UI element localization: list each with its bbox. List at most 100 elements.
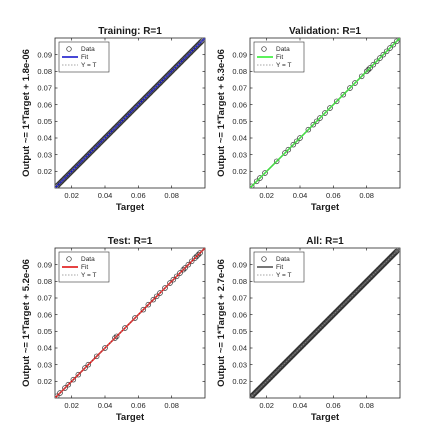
data-point <box>172 65 178 71</box>
data-point <box>80 157 86 163</box>
data-point <box>115 121 122 128</box>
data-point <box>156 80 163 87</box>
legend-label-identity: Y = T <box>276 62 292 69</box>
data-point <box>347 85 353 91</box>
y-tick-label: 0.04 <box>37 134 52 143</box>
identity-line <box>250 38 400 188</box>
y-tick-label: 0.09 <box>232 260 247 269</box>
data-point <box>56 180 63 187</box>
y-tick-label: 0.02 <box>37 377 52 386</box>
data-point <box>153 84 159 90</box>
data-point <box>125 112 131 118</box>
data-point <box>171 65 178 72</box>
data-point <box>65 381 72 388</box>
data-point <box>77 159 84 166</box>
data-point <box>81 156 87 162</box>
data-point <box>192 44 199 51</box>
data-point <box>103 134 109 140</box>
data-point <box>196 41 202 47</box>
data-point <box>177 60 183 66</box>
data-point <box>55 182 61 188</box>
data-point <box>177 59 184 66</box>
data-point <box>102 135 108 141</box>
data-point <box>101 136 107 142</box>
data-point <box>150 296 157 303</box>
data-point <box>73 163 80 170</box>
data-point <box>127 109 134 116</box>
data-point <box>163 74 169 80</box>
legend-data-marker <box>261 46 267 52</box>
y-tick-label: 0.02 <box>232 167 247 176</box>
legend-data-marker <box>66 256 72 262</box>
data-point <box>182 265 188 271</box>
data-point <box>107 129 114 136</box>
legend-label-data: Data <box>81 256 95 263</box>
data-point <box>182 54 189 61</box>
data-point <box>273 158 280 165</box>
data-point <box>179 57 186 64</box>
x-axis-label: Target <box>116 412 145 423</box>
data-point <box>146 91 152 97</box>
data-point <box>363 68 370 75</box>
y-tick-label: 0.03 <box>37 150 52 159</box>
x-tick-label: 0.04 <box>293 401 308 410</box>
y-tick-label: 0.07 <box>232 294 247 303</box>
y-tick-label: 0.08 <box>37 277 52 286</box>
data-point <box>290 141 297 148</box>
data-point <box>145 92 151 98</box>
y-tick-label: 0.05 <box>232 327 247 336</box>
data-point <box>55 181 62 188</box>
y-tick-label: 0.05 <box>37 117 52 126</box>
data-point <box>82 365 88 371</box>
data-point <box>73 164 79 170</box>
data-point <box>100 137 106 143</box>
y-tick-label: 0.09 <box>37 50 52 59</box>
data-point <box>140 306 147 313</box>
data-point <box>153 293 160 300</box>
data-point <box>387 45 393 51</box>
data-point <box>70 376 77 383</box>
data-point <box>188 48 195 55</box>
data-point <box>62 385 68 391</box>
data-point <box>116 120 123 127</box>
data-point <box>135 102 141 108</box>
data-point <box>96 140 103 147</box>
x-tick-label: 0.02 <box>64 191 79 200</box>
data-point <box>106 130 113 137</box>
data-point <box>365 66 372 73</box>
y-tick-label: 0.09 <box>37 260 52 269</box>
data-point <box>183 54 189 60</box>
data-point <box>123 114 129 120</box>
data-point <box>144 93 150 99</box>
data-point <box>63 173 70 180</box>
data-point <box>75 371 82 378</box>
data-point <box>91 146 97 152</box>
data-point <box>282 150 288 156</box>
data-point <box>126 110 133 117</box>
y-tick-label: 0.03 <box>37 360 52 369</box>
data-point <box>187 49 194 56</box>
data-point <box>180 56 187 63</box>
data-point <box>84 152 91 159</box>
y-tick-label: 0.08 <box>232 67 247 76</box>
data-point <box>113 333 120 340</box>
data-point <box>142 95 148 101</box>
legend-label-data: Data <box>81 46 95 53</box>
y-tick-label: 0.02 <box>37 167 52 176</box>
data-point <box>150 86 157 93</box>
data-point <box>166 71 172 77</box>
y-tick-label: 0.07 <box>232 84 247 93</box>
data-point <box>141 96 147 102</box>
data-point <box>60 177 66 183</box>
data-point <box>373 58 380 65</box>
y-tick-label: 0.04 <box>37 344 52 353</box>
data-point <box>66 170 73 177</box>
data-point <box>128 108 135 115</box>
data-point <box>71 166 77 172</box>
data-point <box>173 64 179 70</box>
data-point <box>93 144 99 150</box>
data-point <box>197 250 203 256</box>
data-point <box>140 96 147 103</box>
